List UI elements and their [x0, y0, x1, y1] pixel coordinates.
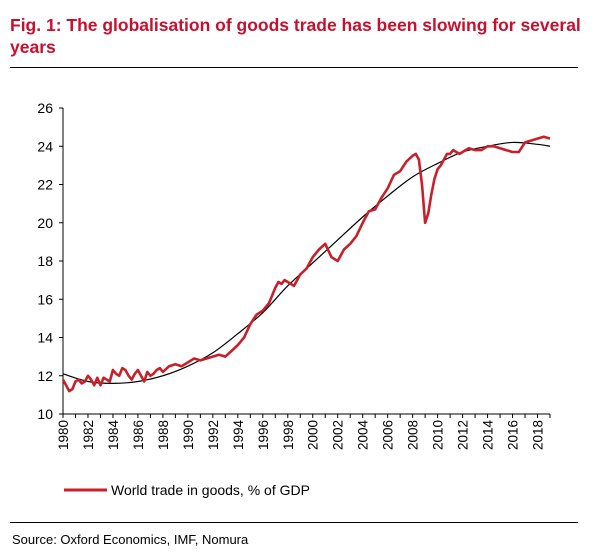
x-tick-label: 2010: [431, 420, 446, 450]
x-tick-label: 2002: [331, 420, 346, 450]
source-note: Source: Oxford Economics, IMF, Nomura: [12, 532, 249, 547]
y-tick-label: 26: [37, 100, 53, 116]
x-tick-label: 2000: [306, 420, 321, 450]
x-tick-label: 1996: [256, 420, 271, 450]
bottom-divider: [10, 522, 578, 523]
x-tick-label: 2018: [531, 420, 546, 450]
y-tick-label: 22: [37, 177, 53, 193]
x-tick-label: 1984: [106, 420, 121, 451]
x-tick-label: 1988: [156, 420, 171, 450]
x-tick-label: 2016: [506, 420, 521, 450]
x-tick-label: 1990: [181, 420, 196, 450]
y-tick-label: 20: [37, 215, 53, 231]
x-tick-label: 2012: [456, 420, 471, 450]
y-tick-label: 12: [37, 368, 53, 384]
series-line: [61, 135, 551, 393]
trend-line: [62, 141, 551, 385]
y-tick-label: 14: [37, 330, 53, 346]
x-tick-label: 1980: [56, 420, 71, 450]
x-tick-label: 2006: [381, 420, 396, 450]
top-divider: [10, 67, 578, 68]
x-tick-label: 1994: [231, 420, 246, 451]
y-tick-label: 10: [37, 406, 53, 422]
axes: 10 12 14 16 18 20 22 24 26 1980 1982 1984 1986 1988 19…: [37, 100, 551, 451]
chart-title: Fig. 1: The globalisation of goods trade…: [10, 15, 581, 57]
plot-area: [61, 135, 551, 393]
x-tick-label: 2004: [356, 420, 371, 451]
x-tick-label: 1982: [81, 420, 96, 450]
y-tick-label: 24: [37, 138, 53, 154]
y-tick-label: 18: [37, 253, 53, 269]
x-tick-label: 1998: [281, 420, 296, 450]
legend-label: World trade in goods, % of GDP: [111, 482, 310, 498]
y-tick-label: 16: [37, 291, 53, 307]
x-tick-label: 1986: [131, 420, 146, 450]
x-tick-label: 2014: [481, 420, 496, 451]
x-tick-label: 1992: [206, 420, 221, 450]
x-tick-label: 2008: [406, 420, 421, 450]
legend: World trade in goods, % of GDP: [64, 482, 310, 498]
